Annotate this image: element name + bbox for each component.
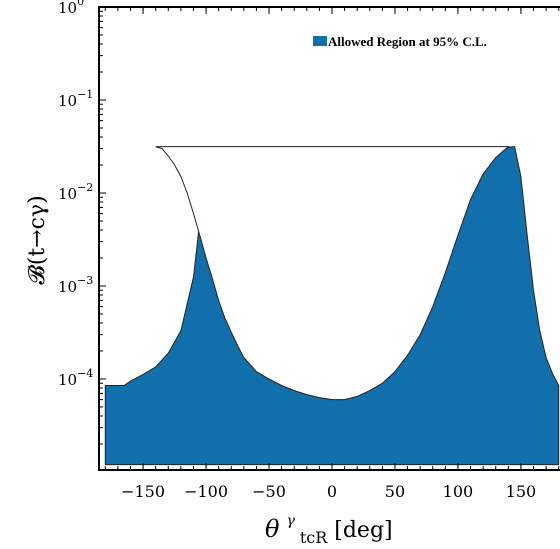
- y-tick-label: 100: [58, 0, 84, 17]
- y-tick-label: 10−1: [58, 88, 93, 110]
- x-axis-title-sup: γ: [286, 513, 295, 529]
- x-tick-label: −150: [121, 482, 165, 501]
- y-axis-title: 𝓑(t→cγ): [25, 195, 50, 284]
- ticks: [99, 6, 560, 470]
- x-axis-title-main: θ: [265, 515, 280, 543]
- y-tick-label: 10−4: [58, 367, 93, 389]
- legend: Allowed Region at 95% C.L.: [313, 34, 487, 49]
- x-tick-label: 50: [385, 482, 405, 501]
- x-tick-label: 150: [506, 482, 537, 501]
- legend-swatch: [313, 36, 327, 46]
- region-inner-boundary: [155, 146, 510, 401]
- y-tick-labels: 100 10−1 10−2 10−3 10−4: [58, 0, 93, 389]
- svg-text:θ γ tcR [deg: θ γ tcR [deg]: [265, 506, 393, 549]
- x-tick-labels: −150 −100 −50 0 50 100 150: [121, 482, 536, 501]
- x-axis-title-unit: [deg]: [334, 518, 392, 543]
- legend-label: Allowed Region at 95% C.L.: [328, 34, 487, 49]
- allowed-region-area: [104, 146, 560, 466]
- x-tick-label: −100: [184, 482, 228, 501]
- x-tick-label: −50: [252, 482, 286, 501]
- y-tick-label: 10−2: [58, 181, 93, 203]
- x-tick-label: 100: [443, 482, 474, 501]
- x-axis-title: θ γ tcR [deg]: [265, 506, 393, 549]
- x-axis-title-sub: tcR: [300, 528, 328, 547]
- y-tick-label: 10−3: [58, 274, 93, 296]
- x-tick-label: 0: [327, 482, 337, 501]
